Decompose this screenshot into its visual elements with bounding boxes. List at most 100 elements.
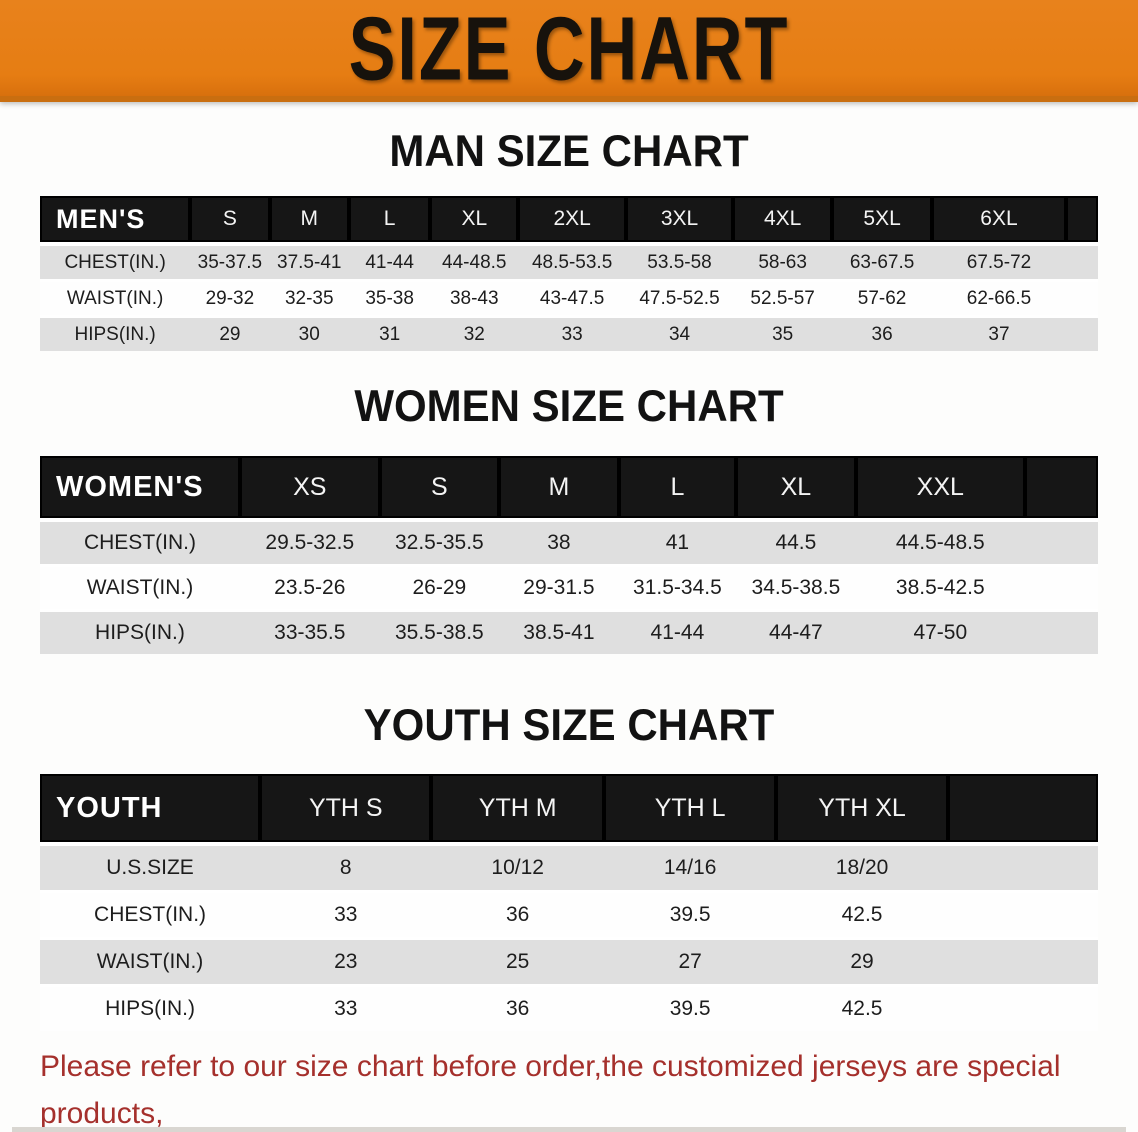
women-size-value: 44.5-48.5 — [855, 518, 1025, 566]
women-size-value: 47-50 — [855, 609, 1025, 654]
men-column-header: 2XL — [518, 196, 627, 246]
youth-size-value: 14/16 — [603, 842, 777, 892]
youth-size-value: 10/12 — [431, 842, 604, 892]
men-size-value: 36 — [832, 315, 932, 351]
women-value-filler — [1024, 609, 1098, 654]
women-value-filler — [1024, 518, 1098, 566]
youth-size-value: 18/20 — [776, 842, 948, 892]
youth-section-title: YOUTH SIZE CHART — [363, 699, 775, 750]
men-size-value: 35 — [732, 315, 833, 351]
women-size-value: 41-44 — [618, 609, 737, 654]
youth-table-row: WAIST(IN.) 23 25 27 29 — [40, 937, 1098, 986]
men-column-header: 4XL — [732, 196, 833, 246]
men-size-value: 52.5-57 — [732, 279, 833, 317]
women-table-row: WAIST(IN.) 23.5-26 26-29 29-31.5 31.5-34.5 34… — [40, 564, 1098, 611]
size-chart-banner: SIZE CHART — [0, 0, 1138, 102]
men-column-header: M — [269, 196, 349, 246]
youth-row-label: HIPS(IN.) — [40, 984, 261, 1031]
youth-size-value: 8 — [260, 842, 432, 892]
men-table-row: WAIST(IN.) 29-32 32-35 35-38 38-43 43-47.5 47.… — [40, 279, 1098, 317]
men-table-row: CHEST(IN.) 35-37.5 37.5-41 41-44 44-48.5 48.5… — [40, 242, 1098, 281]
men-column-header: S — [190, 196, 270, 246]
women-size-value: 33-35.5 — [239, 609, 380, 654]
men-size-value: 29 — [190, 315, 270, 351]
men-size-value: 63-67.5 — [832, 242, 932, 281]
women-size-value: 38.5-42.5 — [855, 564, 1025, 611]
men-value-filler — [1066, 315, 1098, 351]
women-header-filler — [1024, 456, 1098, 522]
women-row-label: CHEST(IN.) — [40, 518, 240, 566]
men-value-filler — [1066, 242, 1098, 281]
men-size-value: 53.5-58 — [626, 242, 733, 281]
youth-value-filler — [947, 937, 1098, 986]
men-section-title: MAN SIZE CHART — [389, 125, 749, 176]
women-size-value: 41 — [618, 518, 737, 566]
women-column-header: M — [499, 456, 619, 522]
women-size-value: 38 — [499, 518, 619, 566]
youth-value-filler — [947, 842, 1098, 892]
women-column-header: XL — [736, 456, 856, 522]
youth-header-row: YOUTH YTH S YTH M YTH L YTH XL — [40, 774, 1098, 846]
youth-size-value: 25 — [431, 937, 604, 986]
youth-size-value: 42.5 — [776, 890, 948, 939]
men-corner-label: MEN'S — [40, 196, 191, 246]
women-size-value: 38.5-41 — [499, 609, 619, 654]
women-size-table: WOMEN'S XS S M L XL XXL CHEST(IN.) 29.5-32.5 32.5… — [40, 456, 1098, 654]
youth-header-filler — [947, 774, 1098, 846]
disclaimer: Please refer to our size chart before or… — [40, 1043, 1138, 1132]
men-size-table: MEN'S S M L XL 2XL 3XL 4XL 5XL 6XL CHEST(IN.) 35-37… — [40, 196, 1098, 351]
men-size-value: 29-32 — [190, 279, 270, 317]
women-column-header: XS — [239, 456, 380, 522]
youth-column-header: YTH S — [260, 774, 432, 846]
men-size-value: 37 — [931, 315, 1067, 351]
youth-size-table: YOUTH YTH S YTH M YTH L YTH XL U.S.SIZE 8 10/12… — [40, 774, 1098, 1031]
size-chart-sections: MAN SIZE CHART MEN'S S M L XL 2XL 3XL 4XL 5XL 6XL C… — [0, 125, 1138, 1031]
men-column-header: XL — [430, 196, 519, 246]
women-size-value: 29.5-32.5 — [239, 518, 380, 566]
women-size-value: 34.5-38.5 — [736, 564, 856, 611]
women-value-filler — [1024, 564, 1098, 611]
men-size-value: 32-35 — [269, 279, 349, 317]
women-size-value: 32.5-35.5 — [379, 518, 500, 566]
men-size-value: 33 — [518, 315, 627, 351]
men-header-filler — [1066, 196, 1098, 246]
size-chart-banner-title: SIZE CHART — [348, 0, 790, 99]
men-size-value: 35-37.5 — [190, 242, 270, 281]
youth-size-value: 42.5 — [776, 984, 948, 1031]
men-row-label: WAIST(IN.) — [40, 279, 191, 317]
women-corner-label: WOMEN'S — [40, 456, 240, 522]
men-size-value: 43-47.5 — [518, 279, 627, 317]
women-size-value: 35.5-38.5 — [379, 609, 500, 654]
youth-column-header: YTH L — [603, 774, 777, 846]
youth-row-label: U.S.SIZE — [40, 842, 261, 892]
youth-size-value: 27 — [603, 937, 777, 986]
youth-table-row: CHEST(IN.) 33 36 39.5 42.5 — [40, 890, 1098, 939]
women-section-title: WOMEN SIZE CHART — [354, 380, 784, 431]
youth-table-row: U.S.SIZE 8 10/12 14/16 18/20 — [40, 842, 1098, 892]
women-column-header: XXL — [855, 456, 1025, 522]
women-row-label: HIPS(IN.) — [40, 609, 240, 654]
women-column-header: L — [618, 456, 737, 522]
youth-table-row: HIPS(IN.) 33 36 39.5 42.5 — [40, 984, 1098, 1031]
men-row-label: CHEST(IN.) — [40, 242, 191, 281]
men-column-header: 3XL — [626, 196, 733, 246]
men-size-value: 67.5-72 — [931, 242, 1067, 281]
women-size-value: 44-47 — [736, 609, 856, 654]
men-size-value: 35-38 — [348, 279, 431, 317]
men-size-value: 62-66.5 — [931, 279, 1067, 317]
youth-corner-label: YOUTH — [40, 774, 261, 846]
men-size-value: 57-62 — [832, 279, 932, 317]
men-size-value: 34 — [626, 315, 733, 351]
women-header-row: WOMEN'S XS S M L XL XXL — [40, 456, 1098, 522]
men-size-value: 41-44 — [348, 242, 431, 281]
men-size-value: 44-48.5 — [430, 242, 519, 281]
men-size-value: 37.5-41 — [269, 242, 349, 281]
youth-column-header: YTH M — [431, 774, 604, 846]
youth-row-label: WAIST(IN.) — [40, 937, 261, 986]
youth-value-filler — [947, 890, 1098, 939]
youth-size-value: 33 — [260, 890, 432, 939]
men-size-value: 38-43 — [430, 279, 519, 317]
youth-size-value: 36 — [431, 984, 604, 1031]
women-size-value: 23.5-26 — [239, 564, 380, 611]
